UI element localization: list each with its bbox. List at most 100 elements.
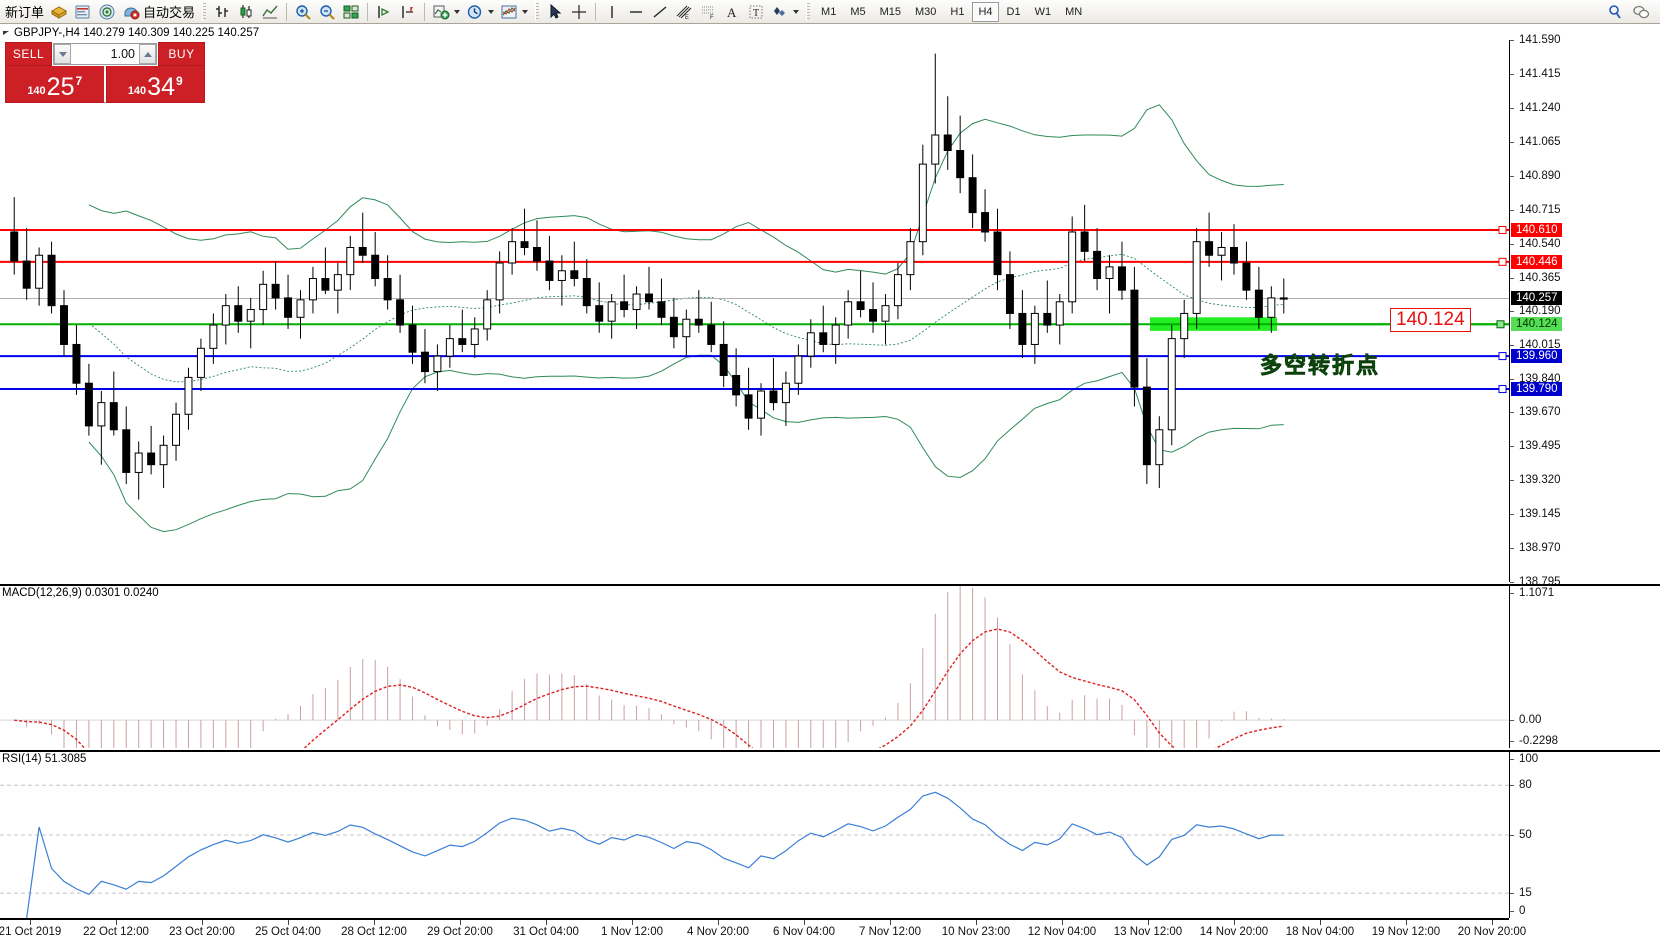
price-tick: 140.190 xyxy=(1510,305,1561,317)
time-tick xyxy=(460,920,461,925)
chevron-down-icon-2[interactable] xyxy=(488,9,495,14)
text-label-icon[interactable]: A xyxy=(720,1,744,23)
macd-scale[interactable]: 1.1071 0.00 -0.2298 xyxy=(1509,584,1660,748)
text-icon[interactable]: T xyxy=(744,1,768,23)
toolbar-grip[interactable] xyxy=(202,2,207,21)
chevron-down-icon-3[interactable] xyxy=(522,9,529,14)
toolbar-grip-3[interactable] xyxy=(806,2,811,21)
crosshair-icon[interactable] xyxy=(567,1,591,23)
candlestick-chart-icon[interactable] xyxy=(234,1,258,23)
timeframe-m15[interactable]: M15 xyxy=(879,5,901,18)
buy-price-display[interactable]: 140 34 9 xyxy=(105,66,205,103)
zoom-out-icon[interactable] xyxy=(315,1,339,23)
trendline-icon[interactable] xyxy=(648,1,672,23)
chevron-up-icon-vol xyxy=(143,51,152,57)
scale-macd-tick: 0.00 xyxy=(1510,714,1541,726)
sell-price-pip: 7 xyxy=(75,74,83,88)
time-tick xyxy=(374,920,375,925)
scale-rsi-tick: 15 xyxy=(1510,887,1532,899)
chat-icon[interactable] xyxy=(1632,3,1650,21)
time-label: 29 Oct 20:00 xyxy=(427,926,493,938)
search-icon[interactable] xyxy=(1606,3,1624,21)
buy-button[interactable]: BUY xyxy=(158,42,205,66)
level-badge[interactable]: 140.446 xyxy=(1511,254,1562,269)
time-label: 23 Oct 20:00 xyxy=(169,926,235,938)
turning-point-annotation[interactable]: 多空转折点 xyxy=(1260,353,1381,379)
time-label: 28 Oct 12:00 xyxy=(341,926,407,938)
level-badge[interactable]: 140.610 xyxy=(1511,223,1562,238)
price-scale[interactable]: 141.590 141.415 141.240 141.065 140.890 140.7… xyxy=(1509,34,1660,588)
templates-icon[interactable] xyxy=(497,1,531,23)
symbol-info-bar: GBPJPY-,H4 140.279 140.309 140.225 140.2… xyxy=(0,25,1660,40)
level-badge[interactable]: 139.790 xyxy=(1511,382,1562,397)
chevron-down-icon[interactable] xyxy=(454,9,461,14)
one-click-trading-panel[interactable]: SELL 1.00 BUY 140 25 7 140 34 9 xyxy=(5,42,205,103)
time-label: 31 Oct 04:00 xyxy=(513,926,579,938)
time-tick xyxy=(632,920,633,925)
time-tick xyxy=(804,920,805,925)
timeframe-mn[interactable]: MN xyxy=(1065,5,1083,18)
timeframe-m1[interactable]: M1 xyxy=(821,5,837,18)
autotrading-button[interactable]: 自动交易 xyxy=(119,1,198,23)
signals-icon[interactable] xyxy=(95,1,119,23)
oct-price-row: 140 25 7 140 34 9 xyxy=(5,66,205,103)
shift-end-icon[interactable] xyxy=(396,1,420,23)
symbol-ohlc-text: GBPJPY-,H4 140.279 140.309 140.225 140.2… xyxy=(14,26,260,39)
price-tick: 141.590 xyxy=(1510,34,1561,46)
vertical-line-icon[interactable] xyxy=(600,1,624,23)
sell-button[interactable]: SELL xyxy=(5,42,52,66)
level-badge[interactable]: 139.960 xyxy=(1511,349,1562,364)
price-tick: 140.890 xyxy=(1510,170,1561,182)
tile-windows-icon[interactable] xyxy=(339,1,363,23)
timeframe-m5[interactable]: M5 xyxy=(850,5,866,18)
period-icon[interactable] xyxy=(463,1,497,23)
collapse-icon[interactable] xyxy=(3,30,9,35)
rsi-pane[interactable]: RSI(14) 51.3085 xyxy=(0,750,1509,918)
auto-scroll-icon[interactable] xyxy=(372,1,396,23)
data-window-icon[interactable] xyxy=(47,1,71,23)
fibonacci-icon[interactable]: F xyxy=(696,1,720,23)
chevron-down-icon-4[interactable] xyxy=(793,9,800,14)
rsi-scale[interactable]: 100 80 50 15 0 xyxy=(1509,750,1660,918)
timeframe-w1[interactable]: W1 xyxy=(1034,5,1052,18)
time-tick xyxy=(1148,920,1149,925)
time-label: 19 Nov 12:00 xyxy=(1371,926,1441,938)
time-tick xyxy=(30,920,31,925)
price-tick: 140.540 xyxy=(1510,238,1561,250)
price-tick: 139.670 xyxy=(1510,406,1561,418)
shapes-icon[interactable] xyxy=(768,1,802,23)
rsi-label: RSI(14) 51.3085 xyxy=(2,753,87,765)
equidistant-channel-icon[interactable]: E xyxy=(672,1,696,23)
time-tick xyxy=(1320,920,1321,925)
price-chart-pane[interactable] xyxy=(0,40,1509,582)
timeframe-d1[interactable]: D1 xyxy=(1006,5,1021,18)
time-label: 7 Nov 12:00 xyxy=(858,926,922,938)
volume-increase-button[interactable] xyxy=(139,44,156,64)
sell-price-display[interactable]: 140 25 7 xyxy=(5,66,106,103)
bar-chart-icon[interactable] xyxy=(210,1,234,23)
time-label: 14 Nov 20:00 xyxy=(1199,926,1269,938)
time-axis[interactable]: 21 Oct 2019 22 Oct 12:00 23 Oct 20:00 25 Oc… xyxy=(0,918,1526,948)
timeframe-h4[interactable]: H4 xyxy=(972,1,999,22)
timeframe-m30[interactable]: M30 xyxy=(915,5,937,18)
new-order-button[interactable]: 新订单 xyxy=(2,1,47,23)
macd-canvas xyxy=(0,586,1509,748)
macd-label: MACD(12,26,9) 0.0301 0.0240 xyxy=(2,587,159,599)
toolbar-grip-2[interactable] xyxy=(535,2,540,21)
navigator-icon[interactable] xyxy=(71,1,95,23)
indicators-icon[interactable] xyxy=(429,1,463,23)
price-callout-annotation[interactable]: 140.124 xyxy=(1390,308,1471,332)
volume-input[interactable]: 1.00 xyxy=(110,47,135,61)
cursor-icon[interactable] xyxy=(543,1,567,23)
svg-text:E: E xyxy=(685,15,689,21)
level-badge[interactable]: 140.124 xyxy=(1511,317,1562,332)
sell-price-figure: 140 xyxy=(27,85,46,97)
new-order-label: 新订单 xyxy=(5,5,45,20)
volume-stepper[interactable]: 1.00 xyxy=(53,43,157,65)
line-chart-icon[interactable] xyxy=(258,1,282,23)
zoom-in-icon[interactable] xyxy=(291,1,315,23)
volume-decrease-button[interactable] xyxy=(54,44,71,64)
timeframe-h1[interactable]: H1 xyxy=(950,5,965,18)
macd-pane[interactable]: MACD(12,26,9) 0.0301 0.0240 xyxy=(0,584,1509,748)
horizontal-line-icon[interactable] xyxy=(624,1,648,23)
